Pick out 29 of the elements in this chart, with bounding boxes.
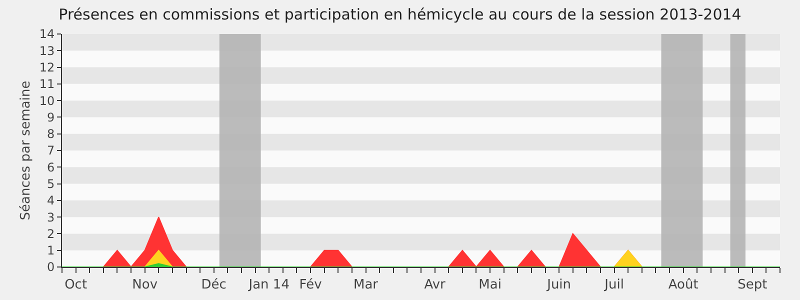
y-tick-label: 0 — [46, 260, 55, 274]
x-tick-label: Nov — [132, 278, 158, 293]
y-tick-label: 12 — [39, 60, 55, 74]
x-tick-label: Mai — [478, 278, 502, 293]
y-tick-label: 14 — [39, 27, 55, 42]
x-tick-label: Sept — [738, 278, 768, 293]
y-tick-label: 10 — [39, 94, 55, 108]
y-tick-label: 11 — [39, 77, 55, 92]
x-tick-label: Juil — [604, 278, 624, 293]
x-tick-label: Jan 14 — [248, 278, 290, 293]
y-tick-label: 1 — [46, 244, 55, 258]
y-tick-label: 2 — [46, 226, 55, 241]
y-tick-label: 4 — [46, 194, 55, 208]
x-tick-label: Déc — [201, 278, 226, 293]
y-tick-label: 5 — [46, 176, 55, 191]
x-tick-label: Oct — [64, 278, 88, 293]
y-tick-label: 13 — [39, 44, 55, 58]
x-tick-label: Fév — [299, 278, 322, 293]
y-tick-label: 8 — [46, 127, 55, 142]
x-tick-label: Juin — [546, 278, 572, 293]
x-tick-label: Mar — [354, 278, 379, 293]
y-tick-label: 9 — [46, 110, 55, 124]
y-tick-label: 3 — [46, 210, 55, 224]
chart-title: Présences en commissions et participation en hémicycle au cours de la session 2013-2014 — [58, 6, 742, 24]
x-tick-label: Avr — [424, 278, 446, 293]
y-tick-label: 6 — [46, 160, 55, 174]
y-axis-title: Séances par semaine — [18, 80, 34, 220]
x-tick-label: Août — [668, 278, 698, 293]
y-tick-label: 7 — [46, 144, 55, 158]
